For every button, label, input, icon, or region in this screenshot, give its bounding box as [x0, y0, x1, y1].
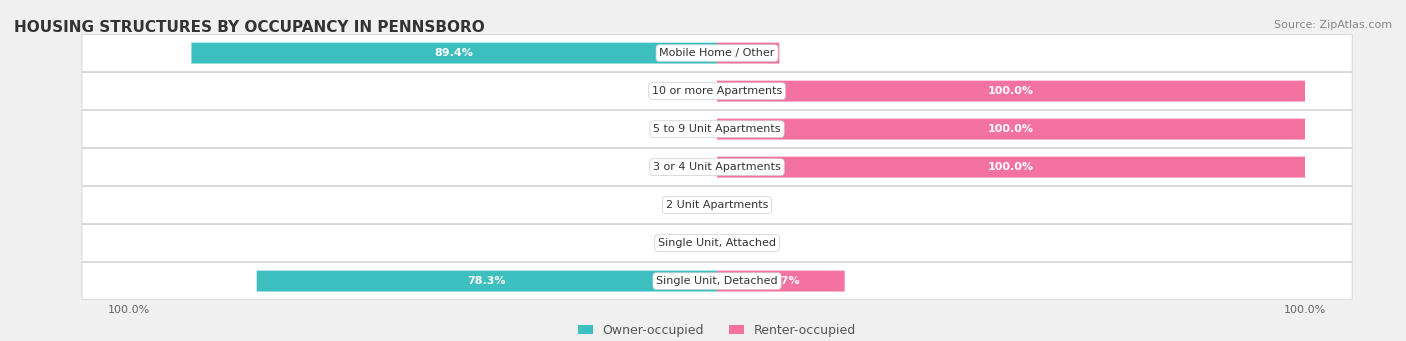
Legend: Owner-occupied, Renter-occupied: Owner-occupied, Renter-occupied: [572, 319, 862, 341]
Text: 5 to 9 Unit Apartments: 5 to 9 Unit Apartments: [654, 124, 780, 134]
Text: 0.0%: 0.0%: [678, 162, 706, 172]
Text: 21.7%: 21.7%: [762, 276, 800, 286]
Text: 0.0%: 0.0%: [728, 200, 756, 210]
FancyBboxPatch shape: [82, 148, 1353, 186]
FancyBboxPatch shape: [257, 271, 717, 292]
Text: 3 or 4 Unit Apartments: 3 or 4 Unit Apartments: [654, 162, 780, 172]
FancyBboxPatch shape: [191, 43, 717, 63]
Text: Mobile Home / Other: Mobile Home / Other: [659, 48, 775, 58]
Text: 10 or more Apartments: 10 or more Apartments: [652, 86, 782, 96]
Text: 0.0%: 0.0%: [678, 124, 706, 134]
Text: 0.0%: 0.0%: [678, 200, 706, 210]
Text: Single Unit, Detached: Single Unit, Detached: [657, 276, 778, 286]
Text: 89.4%: 89.4%: [434, 48, 474, 58]
FancyBboxPatch shape: [82, 263, 1353, 300]
Text: 2 Unit Apartments: 2 Unit Apartments: [666, 200, 768, 210]
FancyBboxPatch shape: [82, 224, 1353, 262]
Text: HOUSING STRUCTURES BY OCCUPANCY IN PENNSBORO: HOUSING STRUCTURES BY OCCUPANCY IN PENNS…: [14, 20, 485, 35]
FancyBboxPatch shape: [717, 157, 1305, 178]
Text: Single Unit, Attached: Single Unit, Attached: [658, 238, 776, 248]
Text: 100.0%: 100.0%: [988, 124, 1033, 134]
FancyBboxPatch shape: [717, 43, 779, 63]
Text: 0.0%: 0.0%: [728, 238, 756, 248]
Text: 0.0%: 0.0%: [678, 86, 706, 96]
Text: 10.6%: 10.6%: [728, 48, 768, 58]
Text: Source: ZipAtlas.com: Source: ZipAtlas.com: [1274, 20, 1392, 30]
FancyBboxPatch shape: [82, 73, 1353, 110]
Text: 0.0%: 0.0%: [678, 238, 706, 248]
Text: 100.0%: 100.0%: [988, 86, 1033, 96]
Text: 100.0%: 100.0%: [988, 162, 1033, 172]
FancyBboxPatch shape: [717, 119, 1305, 139]
FancyBboxPatch shape: [82, 34, 1353, 72]
FancyBboxPatch shape: [717, 81, 1305, 102]
FancyBboxPatch shape: [717, 271, 845, 292]
FancyBboxPatch shape: [82, 110, 1353, 148]
Text: 78.3%: 78.3%: [468, 276, 506, 286]
FancyBboxPatch shape: [82, 187, 1353, 224]
